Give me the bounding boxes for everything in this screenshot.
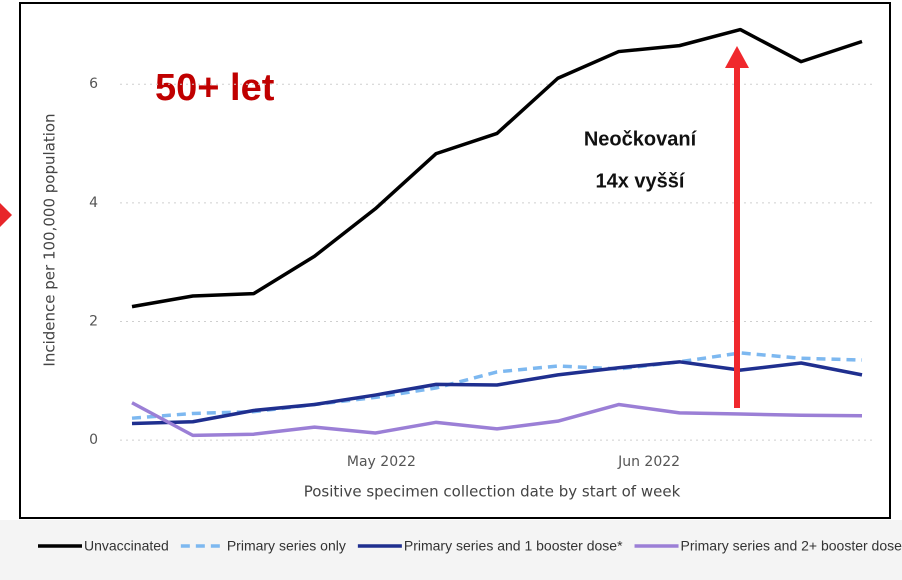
- y-tick-label: 6: [89, 76, 98, 92]
- series-line: [131, 401, 863, 438]
- x-tick-label: May 2022: [347, 454, 416, 470]
- chart-frame: [19, 2, 891, 519]
- y-axis-label: Incidence per 100,000 population: [41, 113, 59, 366]
- highlight-arrowhead: [725, 46, 749, 68]
- y-tick-label: 4: [89, 195, 98, 211]
- legend-label: Primary series and 1 booster dose*: [404, 538, 623, 554]
- legend-label: Unvaccinated: [84, 538, 169, 554]
- x-tick-label: Jun 2022: [617, 454, 680, 470]
- y-tick-label: 0: [89, 432, 98, 448]
- annotation: 14x vyšší: [596, 170, 686, 192]
- chart-title: 50+ let: [155, 67, 275, 109]
- x-axis-label: Positive specimen collection date by sta…: [304, 483, 681, 501]
- legend-label: Primary series and 2+ booster doses*: [681, 538, 902, 554]
- y-tick-label: 2: [89, 313, 98, 329]
- series-line: [131, 27, 863, 309]
- side-arrow: [0, 203, 12, 227]
- series-line: [131, 360, 863, 426]
- legend-background: [0, 520, 902, 580]
- legend-label: Primary series only: [227, 538, 346, 554]
- annotation: Neočkovaní: [584, 128, 698, 150]
